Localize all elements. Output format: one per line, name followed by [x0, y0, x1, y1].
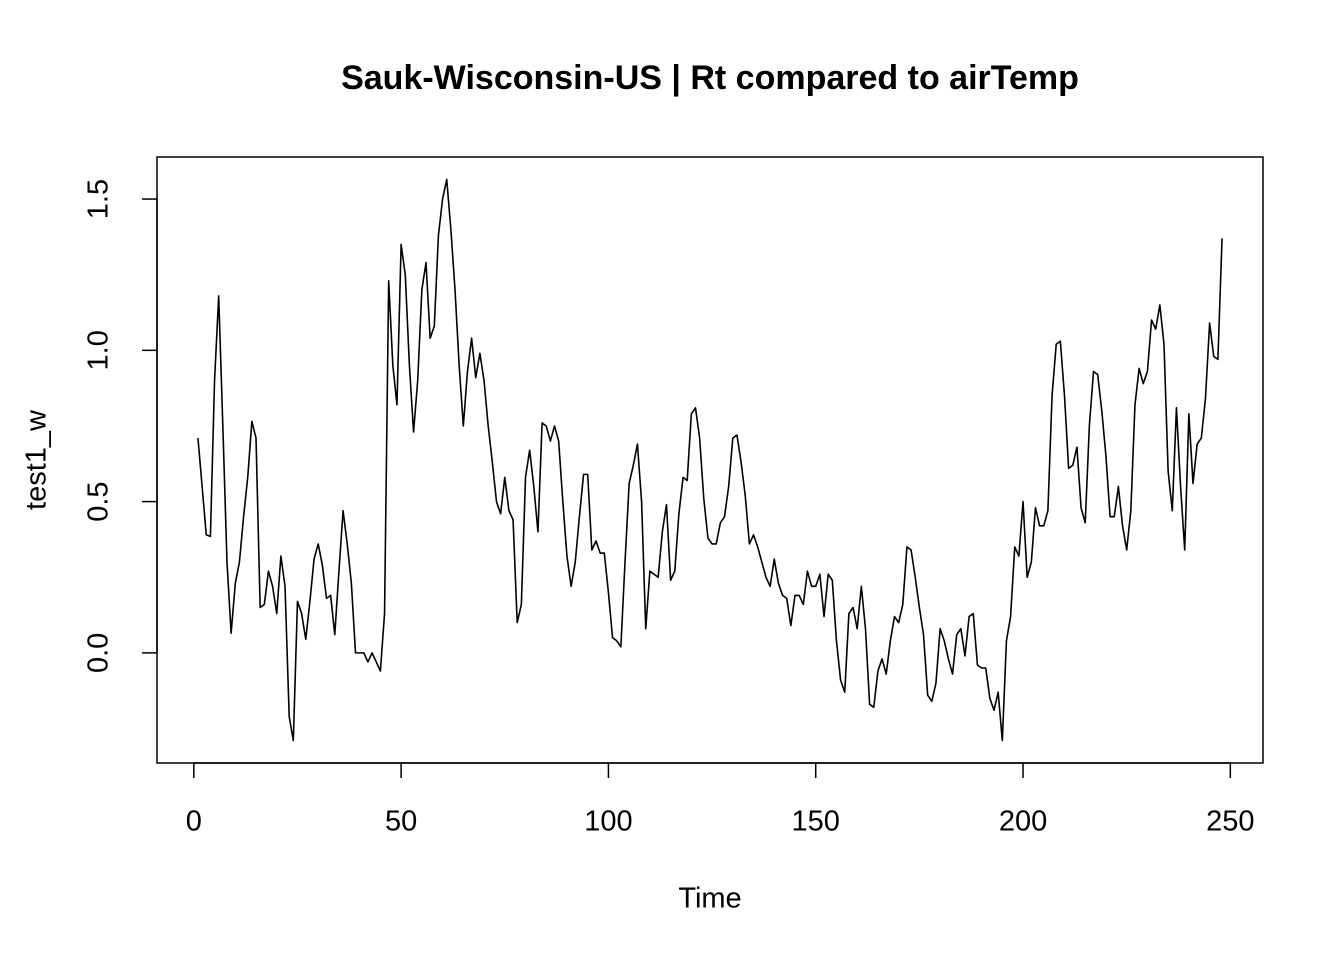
- x-axis-label: Time: [678, 883, 741, 915]
- y-tick-label: 1.5: [83, 179, 115, 219]
- y-tick-label: 0.0: [83, 633, 115, 673]
- data-line: [197, 178, 1223, 742]
- y-tick-label: 0.5: [83, 481, 115, 521]
- x-tick-label: 50: [385, 806, 417, 838]
- x-tick-label: 100: [584, 806, 632, 838]
- x-tick-label: 150: [792, 806, 840, 838]
- chart-title: Sauk-Wisconsin-US | Rt compared to airTe…: [341, 59, 1079, 97]
- y-axis-label: test1_w: [21, 409, 53, 510]
- plot-box: [156, 156, 1264, 764]
- x-tick-label: 0: [186, 806, 202, 838]
- x-tick-label: 200: [999, 806, 1047, 838]
- y-tick-label: 1.0: [83, 330, 115, 370]
- x-tick-label: 250: [1206, 806, 1254, 838]
